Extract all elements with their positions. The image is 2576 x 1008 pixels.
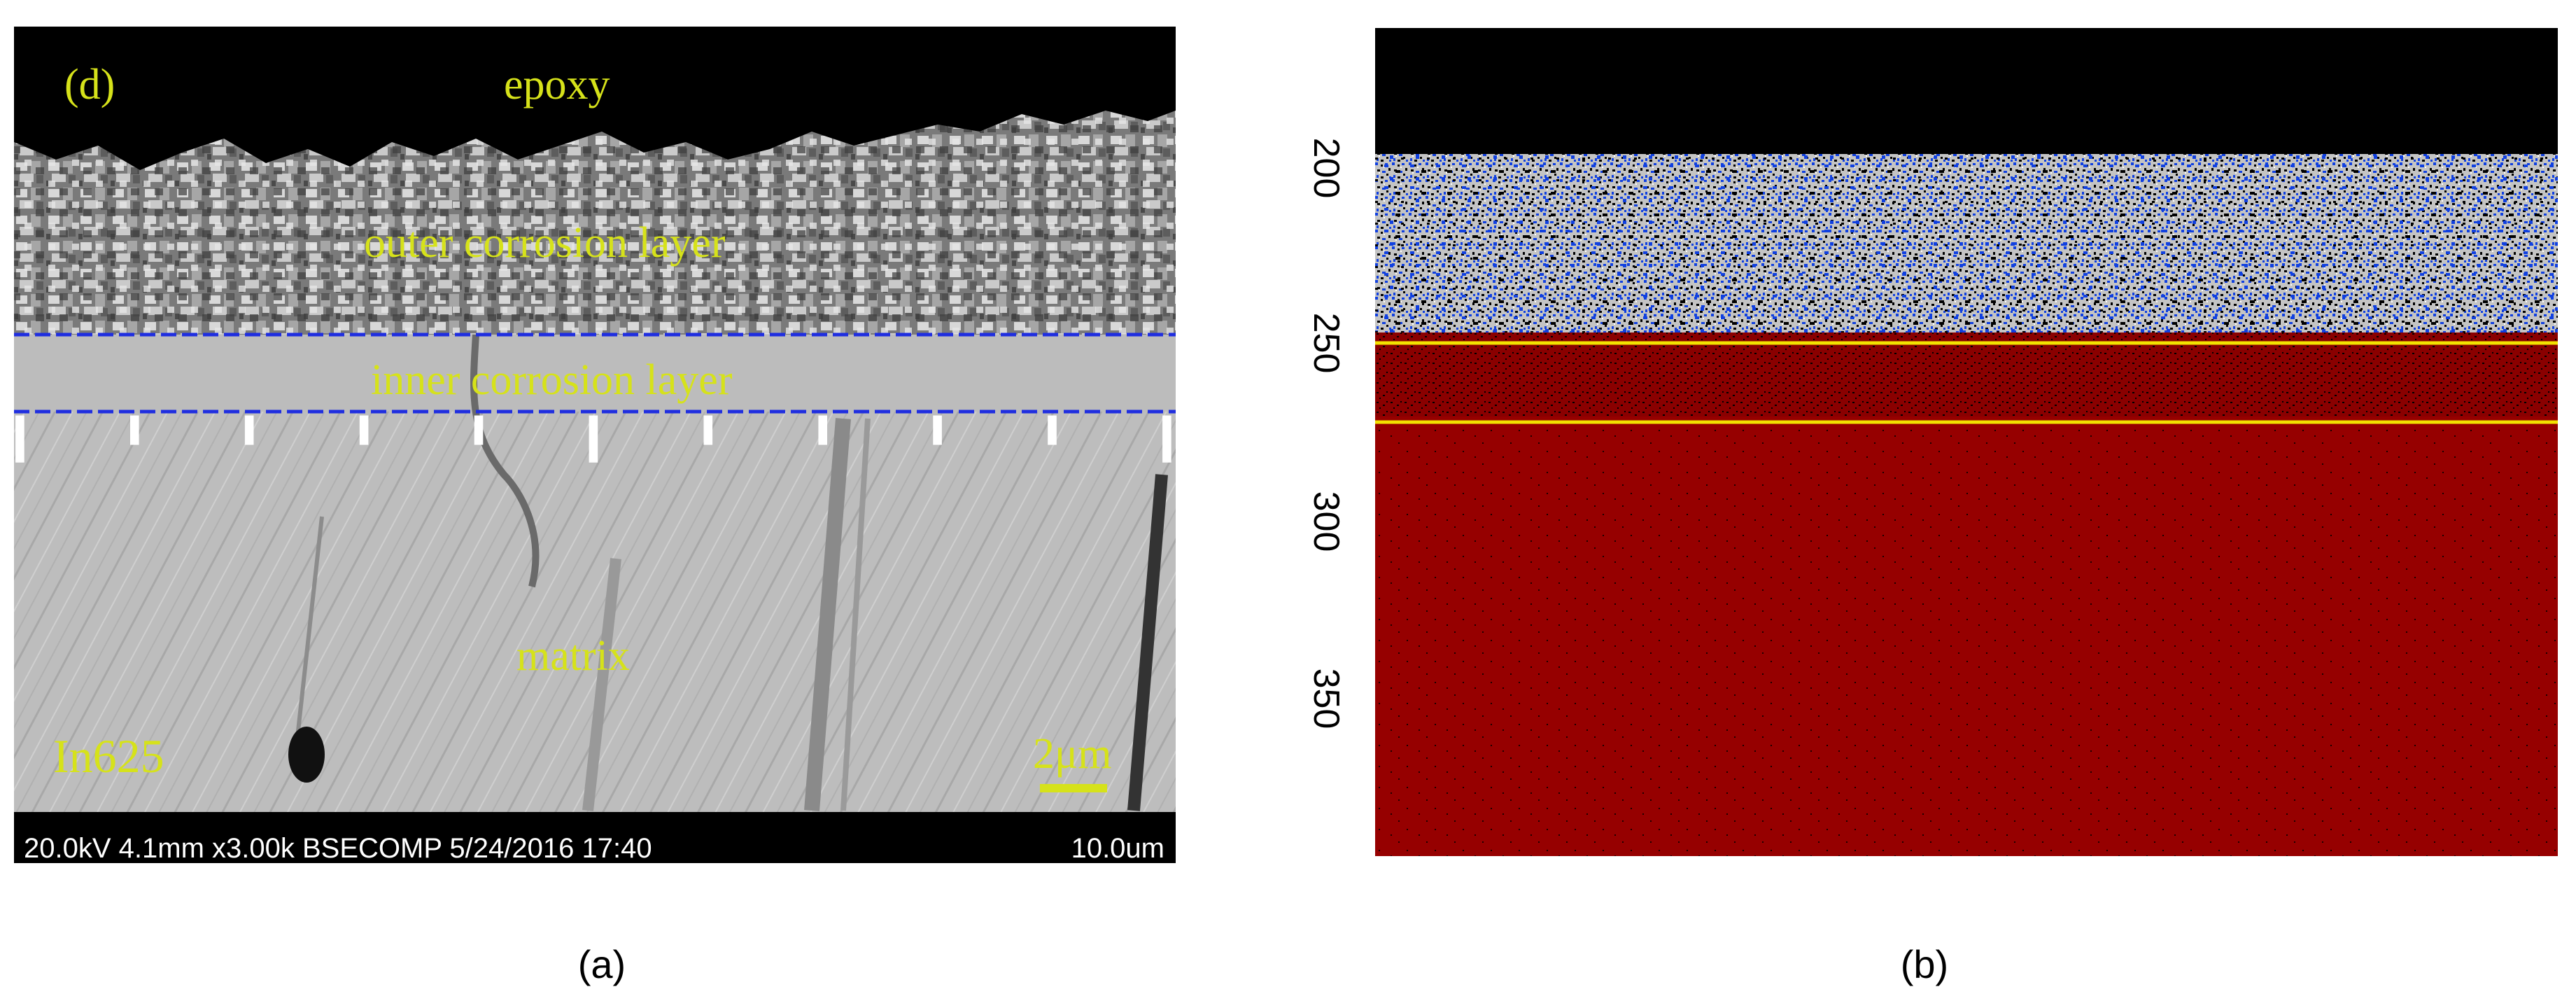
axis-tick-label: 250 [1306, 312, 1346, 374]
axis-tick-label: 300 [1306, 491, 1346, 552]
epoxy-label: epoxy [504, 61, 610, 108]
panel-corner-label: (d) [64, 61, 115, 108]
field-of-view-ticks [15, 415, 1171, 463]
phase-map-panel: 200 250 300 350 [1306, 28, 2558, 868]
matrix-label: matrix [516, 632, 630, 680]
field-of-view-value: 10.0um [1071, 833, 1164, 864]
scale-bar [1040, 784, 1107, 792]
scale-bar-label: 2μm [1033, 730, 1112, 778]
sem-acquisition-info: 20.0kV 4.1mm x3.00k BSECOMP 5/24/2016 17… [24, 833, 652, 864]
sem-info-bar [14, 812, 1176, 863]
outer-corrosion-layer-label: outer corrosion layer [364, 219, 726, 267]
sem-micrograph-panel: (d) epoxy outer corrosion layer inner co… [14, 27, 1176, 864]
phase-map-image [1375, 28, 2558, 856]
axis-tick-label: 200 [1306, 137, 1346, 199]
caption-a: (a) [577, 942, 626, 986]
alloy-label: In625 [53, 729, 164, 783]
inner-corrosion-layer-label: inner corrosion layer [371, 356, 733, 404]
sem-image [14, 27, 1176, 863]
axis-tick-label: 350 [1306, 668, 1346, 729]
caption-b: (b) [1900, 942, 1949, 986]
